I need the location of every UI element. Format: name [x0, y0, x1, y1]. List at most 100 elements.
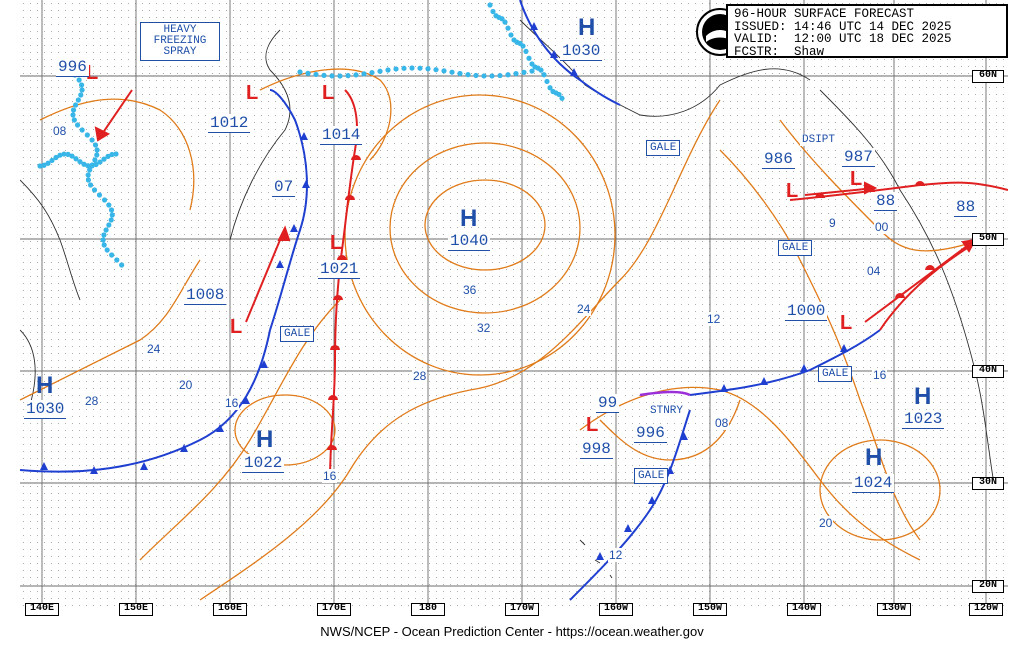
high-pressure-value: 1030	[560, 42, 603, 61]
ice-edge-dot	[409, 65, 415, 71]
isobar-label: 08	[52, 124, 68, 138]
ice-edge-dot	[481, 73, 487, 79]
ice-edge-dot	[119, 262, 125, 268]
low-center-marker: L	[330, 232, 343, 254]
low-pressure-value: 88	[954, 198, 978, 217]
spray-line-1: HEAVY	[163, 24, 197, 36]
ice-edge-dot	[74, 122, 81, 128]
gale-warning-box: GALE	[818, 366, 853, 382]
isobar-label: 00	[874, 220, 890, 234]
cold-front-triangle	[840, 344, 848, 352]
high-pressure-value: 1040	[448, 232, 491, 251]
low-pressure-value: 99	[596, 394, 620, 413]
isobar-1028	[344, 94, 616, 376]
freezing-spray-box: HEAVY FREEZING SPRAY	[140, 22, 220, 61]
ice-edge-dot	[449, 69, 455, 75]
ice-edge-dot	[401, 65, 407, 71]
ice-edge-dot	[529, 68, 535, 74]
isobars	[20, 68, 981, 601]
high-center-marker: H	[865, 444, 883, 471]
isobar-1032	[389, 142, 581, 314]
high-center-marker: H	[36, 372, 54, 399]
low-pressure-value: 88	[874, 192, 898, 211]
isobar-label: 9	[828, 216, 837, 230]
ice-edge-dot	[77, 159, 83, 165]
ice-edge-dot	[547, 85, 553, 91]
ice-edge-dot	[76, 77, 82, 83]
warm-front-semicircle	[351, 155, 361, 160]
ice-edge-dot	[508, 32, 514, 38]
latitude-label: 60N	[972, 70, 1004, 83]
ice-edge-dot	[513, 71, 519, 77]
low-pressure-value: 1000	[785, 302, 828, 321]
ice-edge-dot	[490, 8, 496, 15]
warm-front-semicircle	[333, 295, 343, 300]
low-center-marker: L	[786, 180, 799, 202]
low-pressure-value: 1012	[208, 114, 251, 133]
dissipating-label: DSIPT	[800, 134, 838, 146]
cold-front-triangle	[216, 424, 224, 432]
ice-edge-dot	[377, 68, 383, 74]
cold-front-triangle	[760, 377, 768, 385]
cold-front-triangle	[140, 462, 148, 470]
isobar-1024	[199, 99, 721, 601]
ice-edge-dot	[37, 163, 43, 169]
ice-edge-dot	[70, 107, 77, 113]
gale-warning-box: GALE	[634, 468, 669, 484]
ice-edge-dot	[72, 102, 79, 108]
forecast-title: 96-HOUR SURFACE FORECAST	[734, 7, 915, 21]
ice-edge-dot	[457, 70, 463, 77]
ice-edge-dot	[109, 252, 115, 258]
ice-edge-dot	[94, 147, 100, 153]
ice-edge-dot	[87, 182, 94, 188]
ice-edge-dot	[505, 25, 511, 31]
coastlines	[20, 19, 996, 579]
front-label-07: 07	[272, 178, 296, 197]
ice-edge-dot	[489, 73, 495, 79]
high-center-marker: H	[578, 14, 596, 41]
cold-front-triangle	[800, 364, 808, 372]
longitude-label: 150E	[119, 603, 153, 616]
cold-front-triangle	[276, 260, 284, 268]
ice-edge-dot	[465, 72, 471, 78]
longitude-label: 160W	[599, 603, 633, 616]
ice-edge-dot	[441, 68, 447, 74]
warm-front-semicircle	[337, 255, 347, 260]
ice-edge-dot	[89, 163, 95, 169]
ice-edge-dot	[101, 242, 107, 248]
isobar-1008	[579, 386, 921, 561]
map-canvas	[20, 0, 1008, 606]
ice-edge-dot	[313, 71, 319, 78]
ice-edge-dot	[97, 159, 103, 165]
low-center-marker: L	[586, 414, 599, 436]
longitude-label: 170W	[505, 603, 539, 616]
longitude-label: 140E	[25, 603, 59, 616]
cold-front-west	[20, 329, 271, 473]
ice-edge-dot	[45, 160, 51, 166]
north-america-coast	[819, 89, 996, 491]
ice-edge-dot	[385, 67, 391, 73]
spray-line-3: SPRAY	[163, 46, 197, 58]
longitude-label: 170E	[317, 603, 351, 616]
ice-edge-dot	[106, 202, 112, 208]
high-pressure-value: 1022	[242, 454, 285, 473]
ice-edge-dot	[78, 82, 85, 88]
ice-edge-dot	[425, 66, 431, 72]
cold-front-triangle	[290, 224, 298, 232]
ice-edge-dot	[433, 67, 439, 73]
ice-edge-dot	[393, 66, 399, 72]
dot-grid-background	[20, 0, 1008, 606]
alaska-coast	[519, 19, 811, 117]
ice-edge-dot	[101, 232, 107, 238]
kamchatka-coast	[229, 29, 291, 241]
ice-edge-dot	[73, 156, 79, 162]
cold-front-triangle	[570, 68, 578, 76]
ice-edge-dot	[559, 95, 565, 101]
ice-edge-dot	[487, 2, 493, 8]
ice-edge-dot	[544, 78, 550, 85]
ice-edge-dot	[361, 71, 367, 77]
cold-front-triangle	[302, 180, 310, 188]
isobar-label: 16	[322, 469, 338, 483]
footer-credit: NWS/NCEP - Ocean Prediction Center - htt…	[320, 624, 704, 639]
isobar-label: 20	[818, 516, 834, 530]
